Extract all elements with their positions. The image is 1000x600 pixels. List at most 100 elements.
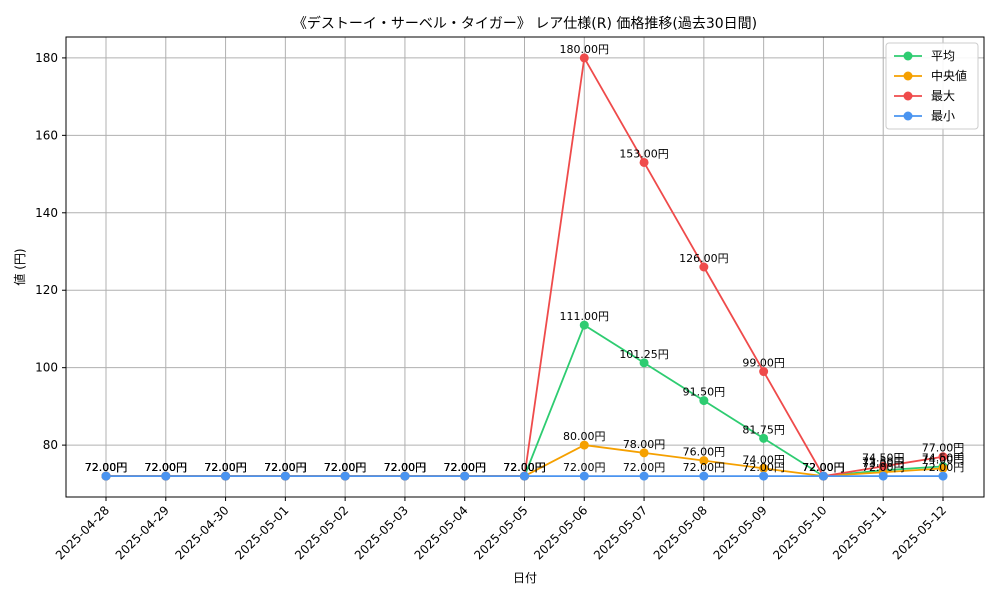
x-tick-label: 2025-05-07 [591, 503, 650, 562]
data-label: 99.00円 [742, 357, 785, 370]
data-point [878, 471, 888, 481]
data-point [520, 471, 529, 481]
data-label: 72.00円 [324, 461, 367, 474]
x-tick-label: 2025-04-29 [113, 503, 172, 562]
x-tick-label: 2025-04-30 [172, 503, 231, 562]
data-label: 72.00円 [85, 461, 128, 474]
data-label: 126.00円 [679, 252, 729, 265]
data-label: 72.00円 [443, 461, 486, 474]
data-label: 111.00円 [560, 310, 610, 323]
data-point [280, 471, 290, 481]
y-tick-label: 140 [35, 206, 58, 220]
data-label: 74.50円 [862, 451, 905, 464]
data-point [579, 471, 589, 481]
data-label: 72.00円 [384, 461, 427, 474]
legend-box [885, 42, 979, 130]
data-label: 73.50円 [862, 455, 905, 468]
data-label: 81.75円 [742, 423, 785, 436]
legend-label: 最小 [931, 109, 955, 123]
data-label: 180.00円 [560, 43, 610, 56]
data-label: 72.00円 [802, 461, 845, 474]
series-lines [101, 53, 948, 481]
data-point [400, 471, 410, 481]
data-label: 72.00円 [85, 461, 128, 474]
data-point [101, 471, 111, 481]
data-point [639, 471, 649, 481]
data-label: 72.00円 [85, 461, 128, 474]
data-label: 72.00円 [623, 461, 666, 474]
x-tick-label: 2025-05-08 [651, 503, 710, 562]
data-label: 72.00円 [563, 461, 606, 474]
legend-label: 最大 [931, 89, 955, 103]
data-point [759, 463, 769, 473]
data-label: 72.00円 [324, 461, 367, 474]
x-tick-label: 2025-05-05 [471, 503, 530, 562]
data-label: 72.00円 [145, 461, 188, 474]
data-point [759, 367, 769, 377]
legend-label: 平均 [931, 49, 955, 63]
data-label: 72.00円 [443, 461, 486, 474]
data-point [579, 320, 589, 330]
x-axis-title: 日付 [513, 571, 537, 585]
data-label: 72.00円 [683, 461, 726, 474]
data-label: 72.00円 [742, 461, 785, 474]
data-label: 72.00円 [443, 461, 486, 474]
y-tick-label: 160 [35, 128, 58, 142]
legend-marker [903, 111, 913, 121]
data-label: 72.00円 [802, 461, 845, 474]
y-axis-title: 値 (円) [12, 248, 27, 285]
data-label: 72.00円 [145, 461, 188, 474]
data-label: 72.00円 [384, 461, 427, 474]
data-point [699, 262, 709, 272]
data-label: 153.00円 [619, 147, 669, 160]
data-point [699, 456, 709, 466]
x-tick-label: 2025-05-01 [232, 503, 291, 562]
data-label: 73.00円 [862, 457, 905, 470]
legend-label: 中央値 [931, 68, 967, 83]
data-label: 72.00円 [443, 461, 486, 474]
data-point [818, 471, 828, 481]
data-label: 80.00円 [563, 430, 606, 443]
x-tick-label: 2025-05-12 [890, 503, 949, 562]
data-label: 101.25円 [619, 348, 669, 361]
chart-title: 《デストーイ・サーベル・タイガー》 レア仕様(R) 価格推移(過去30日間) [293, 15, 757, 32]
legend-marker [903, 91, 913, 101]
data-label: 72.00円 [802, 461, 845, 474]
data-label: 72.00円 [204, 461, 247, 474]
data-label: 72.00円 [264, 461, 307, 474]
x-tick-label: 2025-05-02 [292, 503, 351, 562]
data-label: 76.00円 [683, 446, 726, 459]
data-label: 91.50円 [683, 386, 726, 399]
y-tick-label: 100 [35, 361, 58, 375]
data-label: 74.00円 [742, 453, 785, 466]
y-axis: 80 100 120 140 160 180 [35, 51, 66, 452]
data-point [340, 471, 350, 481]
data-point [639, 448, 649, 458]
data-point [938, 463, 948, 473]
x-tick-label: 2025-05-06 [531, 503, 590, 562]
x-tick-label: 2025-05-03 [352, 503, 411, 562]
data-label: 72.00円 [503, 461, 546, 474]
data-label: 78.00円 [623, 438, 666, 451]
grid [66, 37, 984, 497]
data-label: 72.00円 [324, 461, 367, 474]
data-label: 74.00円 [922, 453, 965, 466]
x-axis: 2025-04-28 2025-04-29 2025-04-30 2025-05-01… [53, 497, 949, 562]
data-label: 72.00円 [862, 461, 905, 474]
data-label: 72.00円 [503, 461, 546, 474]
x-tick-label: 2025-05-04 [412, 503, 471, 562]
data-label: 72.00円 [503, 461, 546, 474]
data-label: 72.00円 [384, 461, 427, 474]
data-labels: 72.00円 72.00円 72.00円 72.00円 72.00円 72.00円 72.0… [85, 43, 965, 474]
y-tick-label: 180 [35, 51, 58, 65]
data-label: 72.00円 [85, 461, 128, 474]
data-label: 72.00円 [264, 461, 307, 474]
legend-marker [903, 51, 913, 61]
data-label: 72.00円 [204, 461, 247, 474]
data-point [878, 461, 888, 471]
data-point [639, 358, 649, 368]
data-point [460, 471, 470, 481]
data-label: 74.50円 [922, 451, 965, 464]
